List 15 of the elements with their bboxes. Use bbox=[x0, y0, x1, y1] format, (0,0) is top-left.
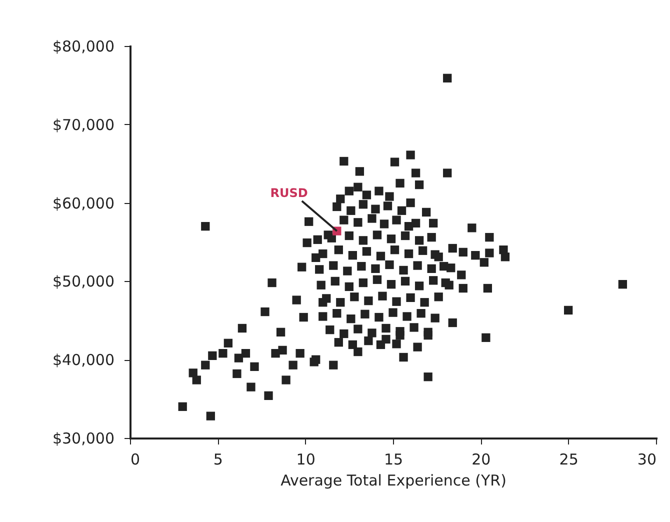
x-axis-title: Average Total Experience (YR) bbox=[280, 472, 506, 490]
annotation: RUSD bbox=[270, 186, 308, 200]
x-tick-label: 30 bbox=[637, 450, 656, 468]
y-tick-label: $40,000 bbox=[52, 351, 114, 370]
x-tick-label: 0 bbox=[130, 450, 140, 468]
x-tick-label: 15 bbox=[384, 450, 404, 468]
x-tick-label: 5 bbox=[213, 450, 223, 468]
y-tick-label: $30,000 bbox=[52, 430, 114, 448]
y-tick-label: $80,000 bbox=[52, 38, 114, 56]
x-tick-label: 25 bbox=[559, 450, 578, 468]
x-tick-label: 20 bbox=[472, 450, 491, 468]
x-tick-label: 10 bbox=[296, 450, 316, 468]
y-tick-label: $50,000 bbox=[52, 272, 114, 291]
y-tick-label: $60,000 bbox=[52, 194, 114, 212]
y-tick-label: $70,000 bbox=[52, 116, 114, 134]
